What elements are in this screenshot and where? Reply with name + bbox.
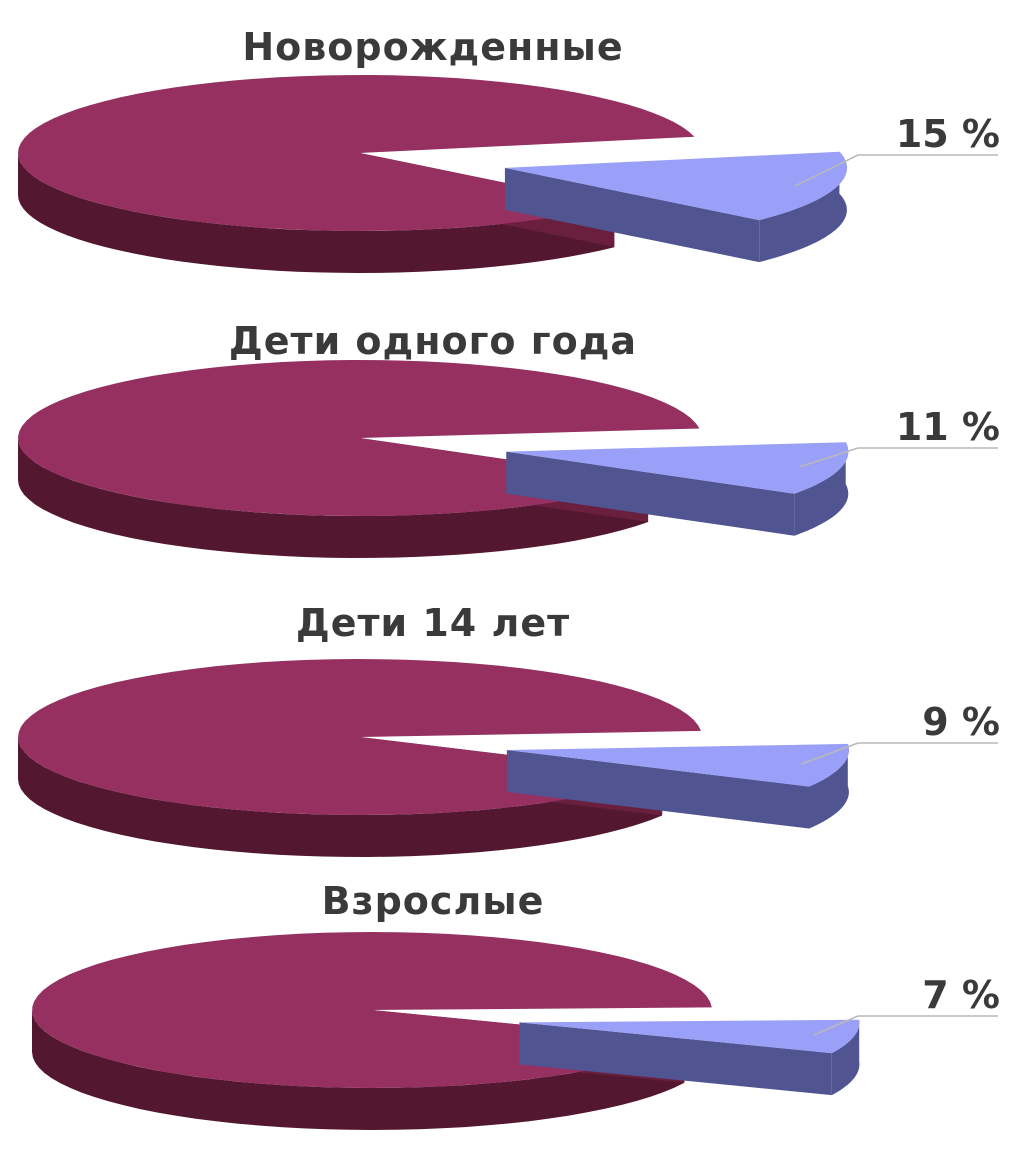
pie-slice-top [506, 743, 849, 787]
chart-title: Дети одного года [229, 319, 637, 363]
pie-chart-2: Дети одного года 11 % [18, 319, 1000, 558]
pie-slice-wall [506, 451, 795, 536]
pie-slice-top [506, 442, 849, 494]
pie-slice-wall [519, 1022, 832, 1096]
leader-line [795, 154, 998, 187]
percent-label: 15 % [896, 112, 1000, 156]
pie-slice-side [759, 151, 847, 263]
pie-chart-3: Дети 14 лет 9 % [18, 601, 1000, 857]
pie-slice-top [519, 1019, 860, 1054]
pie-chart-4: Взрослые 7 % [32, 879, 1000, 1130]
chart-title: Взрослые [322, 879, 545, 923]
pie-slice-side [18, 438, 649, 558]
chart-title: Дети 14 лет [296, 601, 570, 645]
percent-label: 11 % [896, 405, 1000, 449]
pie-slice-side [18, 153, 615, 273]
pie-slice-wall [506, 750, 810, 829]
pie-slice-side [794, 442, 849, 536]
leader-line [801, 742, 998, 765]
chart-title: Новорожденные [242, 25, 623, 69]
percent-label: 7 % [922, 973, 1000, 1017]
pie-slice-top [504, 151, 847, 221]
percent-label: 9 % [922, 700, 1000, 744]
leader-line [813, 1015, 998, 1036]
pie-slice-side [32, 1010, 685, 1130]
pie-slice-side [18, 737, 663, 857]
pie-slice-wall [504, 167, 760, 263]
pie-slice-side [809, 743, 849, 829]
leader-line [799, 447, 998, 468]
pie-slice-side [831, 1019, 860, 1096]
pie-chart-1: Новорожденные 15 % [18, 25, 1000, 273]
